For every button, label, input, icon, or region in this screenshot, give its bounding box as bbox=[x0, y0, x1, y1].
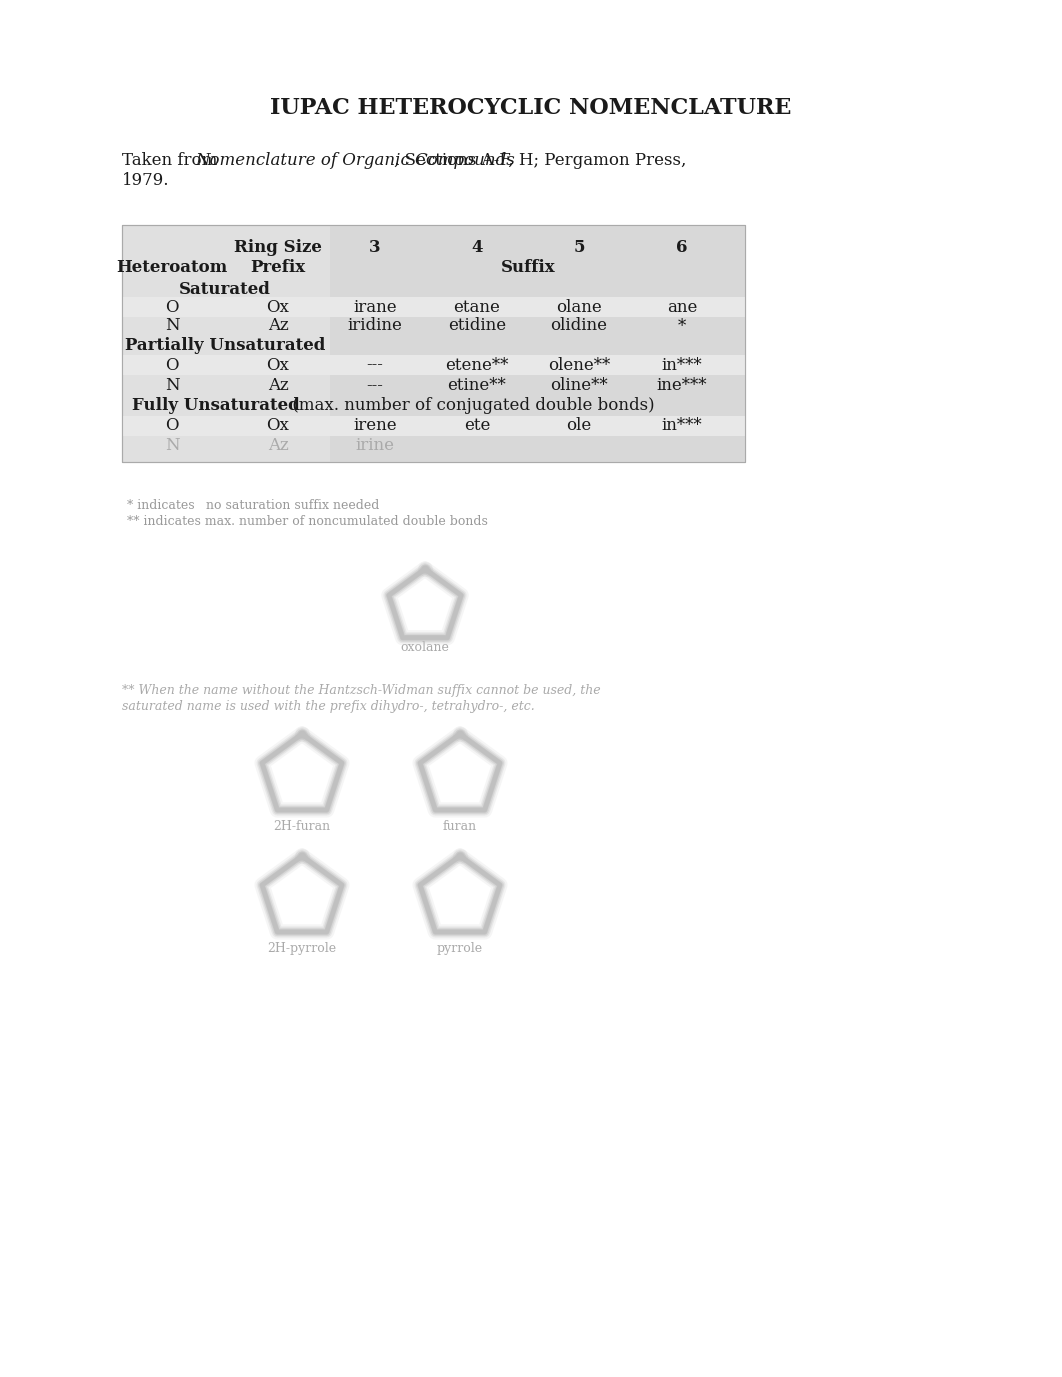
Text: Saturated: Saturated bbox=[179, 281, 271, 297]
Bar bbox=[122, 224, 746, 463]
Text: etine**: etine** bbox=[447, 377, 507, 394]
Text: Ox: Ox bbox=[267, 299, 290, 315]
Text: N: N bbox=[165, 438, 179, 454]
Text: etene**: etene** bbox=[445, 357, 509, 373]
Text: (max. number of conjugated double bonds): (max. number of conjugated double bonds) bbox=[287, 398, 654, 414]
Text: etidine: etidine bbox=[448, 318, 507, 335]
Text: irine: irine bbox=[356, 438, 394, 454]
Text: Ring Size: Ring Size bbox=[234, 240, 322, 256]
Text: in***: in*** bbox=[662, 417, 702, 435]
Text: * indicates: * indicates bbox=[127, 498, 194, 512]
Text: Ox: Ox bbox=[267, 417, 290, 435]
Text: iridine: iridine bbox=[347, 318, 402, 335]
Text: no saturation suffix needed: no saturation suffix needed bbox=[202, 498, 379, 512]
Text: ole: ole bbox=[566, 417, 592, 435]
Text: saturated name is used with the prefix dihydro-, tetrahydro-, etc.: saturated name is used with the prefix d… bbox=[122, 700, 535, 713]
Bar bbox=[122, 297, 746, 317]
Text: *: * bbox=[678, 318, 686, 335]
Text: oxolane: oxolane bbox=[400, 642, 449, 654]
Text: 6: 6 bbox=[676, 240, 688, 256]
Text: furan: furan bbox=[443, 819, 477, 833]
Text: Prefix: Prefix bbox=[251, 259, 306, 277]
Text: oline**: oline** bbox=[550, 377, 607, 394]
Text: Ox: Ox bbox=[267, 357, 290, 373]
Bar bbox=[122, 355, 746, 375]
Bar bbox=[330, 224, 746, 463]
Text: in***: in*** bbox=[662, 357, 702, 373]
Text: O: O bbox=[166, 357, 178, 373]
Text: Nomenclature of Organic Compounds: Nomenclature of Organic Compounds bbox=[195, 151, 515, 169]
Text: N: N bbox=[165, 318, 179, 335]
Text: Taken from: Taken from bbox=[122, 151, 223, 169]
Text: 2H-pyrrole: 2H-pyrrole bbox=[268, 942, 337, 956]
Text: 5: 5 bbox=[573, 240, 585, 256]
Text: Az: Az bbox=[268, 377, 289, 394]
Text: irene: irene bbox=[354, 417, 397, 435]
Text: olidine: olidine bbox=[550, 318, 607, 335]
Text: IUPAC HETEROCYCLIC NOMENCLATURE: IUPAC HETEROCYCLIC NOMENCLATURE bbox=[271, 96, 791, 118]
Text: Heteroatom: Heteroatom bbox=[117, 259, 227, 277]
Text: Fully Unsaturated: Fully Unsaturated bbox=[132, 398, 299, 414]
Text: 2H-furan: 2H-furan bbox=[273, 819, 330, 833]
Text: Suffix: Suffix bbox=[501, 259, 555, 277]
Bar bbox=[122, 224, 746, 463]
Text: Az: Az bbox=[268, 438, 289, 454]
Text: Az: Az bbox=[268, 318, 289, 335]
Text: irane: irane bbox=[354, 299, 397, 315]
Text: Partially Unsaturated: Partially Unsaturated bbox=[125, 337, 325, 354]
Text: ine***: ine*** bbox=[656, 377, 707, 394]
Text: 3: 3 bbox=[370, 240, 381, 256]
Text: 1979.: 1979. bbox=[122, 172, 170, 189]
Text: ete: ete bbox=[464, 417, 491, 435]
Text: ane: ane bbox=[667, 299, 697, 315]
Text: N: N bbox=[165, 377, 179, 394]
Text: O: O bbox=[166, 299, 178, 315]
Text: etane: etane bbox=[453, 299, 500, 315]
Text: ** indicates max. number of noncumulated double bonds: ** indicates max. number of noncumulated… bbox=[127, 515, 487, 527]
Text: O: O bbox=[166, 417, 178, 435]
Text: olene**: olene** bbox=[548, 357, 611, 373]
Text: 4: 4 bbox=[472, 240, 483, 256]
Bar bbox=[122, 416, 746, 437]
Text: ---: --- bbox=[366, 357, 383, 373]
Text: olane: olane bbox=[556, 299, 602, 315]
Text: , Sections A-F, H; Pergamon Press,: , Sections A-F, H; Pergamon Press, bbox=[394, 151, 686, 169]
Text: pyrrole: pyrrole bbox=[436, 942, 483, 956]
Text: ** When the name without the Hantzsch-Widman suffix cannot be used, the: ** When the name without the Hantzsch-Wi… bbox=[122, 684, 601, 697]
Text: ---: --- bbox=[366, 377, 383, 394]
